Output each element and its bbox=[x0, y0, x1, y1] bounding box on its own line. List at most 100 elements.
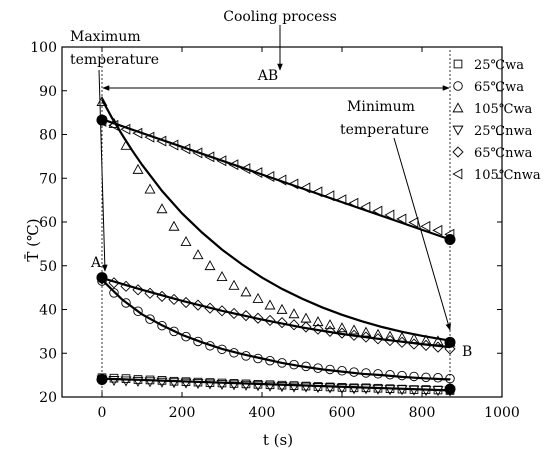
x-tick-label: 800 bbox=[409, 405, 436, 421]
fit-curves-layer bbox=[101, 98, 451, 392]
y-tick-label: 60 bbox=[39, 215, 57, 231]
fit-curve bbox=[101, 279, 451, 381]
legend-label: 65℃wa bbox=[474, 80, 524, 95]
data-point bbox=[145, 314, 155, 324]
data-point bbox=[264, 381, 276, 392]
data-point bbox=[288, 308, 300, 319]
data-point bbox=[276, 317, 288, 329]
maximum-temperature-arrow bbox=[98, 69, 108, 272]
legend: 25℃wa 65℃wa 105℃wa 25℃nwa 65℃nwa 105℃nwa bbox=[452, 58, 541, 183]
y-tick-label: 80 bbox=[39, 128, 57, 144]
data-point bbox=[156, 203, 168, 214]
fit-curve bbox=[101, 377, 451, 392]
y-tick-label: 70 bbox=[39, 171, 57, 187]
data-point bbox=[252, 292, 264, 303]
cooling-process-label: Cooling process bbox=[223, 9, 337, 25]
data-point bbox=[252, 167, 263, 179]
data-point bbox=[324, 319, 336, 330]
data-point bbox=[324, 325, 336, 337]
data-point bbox=[276, 303, 288, 314]
legend-label: 25℃nwa bbox=[474, 124, 533, 139]
data-point bbox=[264, 171, 275, 182]
data-point bbox=[384, 385, 396, 396]
data-point bbox=[133, 306, 143, 317]
x-tick-label: 200 bbox=[169, 405, 196, 421]
legend-label: 105℃nwa bbox=[474, 168, 541, 183]
point-b-label: B bbox=[462, 344, 472, 360]
data-point bbox=[408, 216, 419, 228]
data-point bbox=[156, 377, 168, 388]
data-point bbox=[108, 376, 120, 387]
data-point bbox=[240, 286, 252, 297]
data-point bbox=[396, 213, 407, 225]
legend-label: 25℃wa bbox=[474, 58, 524, 73]
data-point bbox=[157, 320, 167, 331]
y-tick-label: 90 bbox=[39, 84, 57, 100]
data-point bbox=[192, 379, 204, 390]
minimum-temperature-arrow bbox=[393, 137, 451, 331]
y-tick-label: 20 bbox=[39, 390, 57, 406]
data-point bbox=[180, 236, 192, 247]
key-point bbox=[96, 114, 108, 126]
data-point bbox=[132, 163, 144, 174]
data-point bbox=[324, 383, 336, 394]
key-point bbox=[96, 272, 108, 284]
maximum-temperature-label-line2: temperature bbox=[70, 52, 159, 68]
data-point bbox=[264, 299, 276, 310]
maximum-temperature-label-line1: Maximum bbox=[70, 29, 141, 45]
key-points-layer bbox=[96, 114, 456, 395]
legend-marker bbox=[453, 81, 463, 91]
data-point bbox=[312, 323, 324, 335]
series-triangle-down bbox=[96, 375, 456, 397]
data-point bbox=[432, 224, 443, 236]
point-a-label: A bbox=[90, 255, 102, 271]
data-point bbox=[300, 312, 312, 323]
axes: 0 200 400 600 800 1000 20 30 40 50 60 70 80 90 100 bbox=[30, 40, 520, 421]
data-point bbox=[288, 319, 300, 331]
data-point bbox=[180, 378, 192, 389]
data-point bbox=[336, 322, 348, 333]
y-tick-label: 100 bbox=[30, 40, 57, 56]
y-tick-label: 50 bbox=[39, 259, 57, 275]
data-point bbox=[168, 220, 180, 231]
data-point bbox=[121, 298, 131, 308]
data-point bbox=[312, 383, 324, 394]
legend-marker bbox=[452, 102, 464, 113]
legend-marker bbox=[452, 125, 464, 136]
y-tick-label: 30 bbox=[39, 346, 57, 362]
data-point bbox=[300, 382, 312, 393]
data-point bbox=[288, 382, 300, 393]
data-point bbox=[360, 331, 372, 343]
data-point bbox=[336, 327, 348, 339]
data-point bbox=[252, 312, 264, 324]
data-point bbox=[420, 220, 431, 232]
data-point bbox=[372, 333, 384, 345]
data-point bbox=[216, 155, 227, 167]
data-point bbox=[408, 385, 420, 396]
data-point bbox=[348, 329, 360, 341]
data-point bbox=[348, 324, 360, 335]
data-point bbox=[169, 326, 179, 337]
x-tick-label: 1000 bbox=[484, 405, 520, 421]
data-point bbox=[192, 249, 204, 260]
data-series-layer bbox=[96, 96, 456, 397]
data-point bbox=[240, 380, 252, 391]
data-point bbox=[204, 379, 216, 390]
data-point bbox=[228, 159, 239, 171]
x-axis-title: t (s) bbox=[263, 431, 293, 449]
data-point bbox=[120, 376, 132, 387]
x-tick-label: 600 bbox=[329, 405, 356, 421]
x-tick-label: 0 bbox=[98, 405, 107, 421]
data-point bbox=[276, 382, 288, 393]
key-point bbox=[444, 383, 456, 395]
data-point bbox=[109, 288, 119, 298]
fit-curve bbox=[101, 276, 451, 349]
data-point bbox=[144, 183, 156, 194]
legend-label: 65℃nwa bbox=[474, 146, 533, 161]
y-axis-title: T̄ (℃) bbox=[24, 218, 42, 261]
data-point bbox=[396, 385, 408, 396]
data-point bbox=[300, 321, 312, 333]
legend-marker bbox=[452, 146, 464, 158]
data-point bbox=[216, 379, 228, 390]
